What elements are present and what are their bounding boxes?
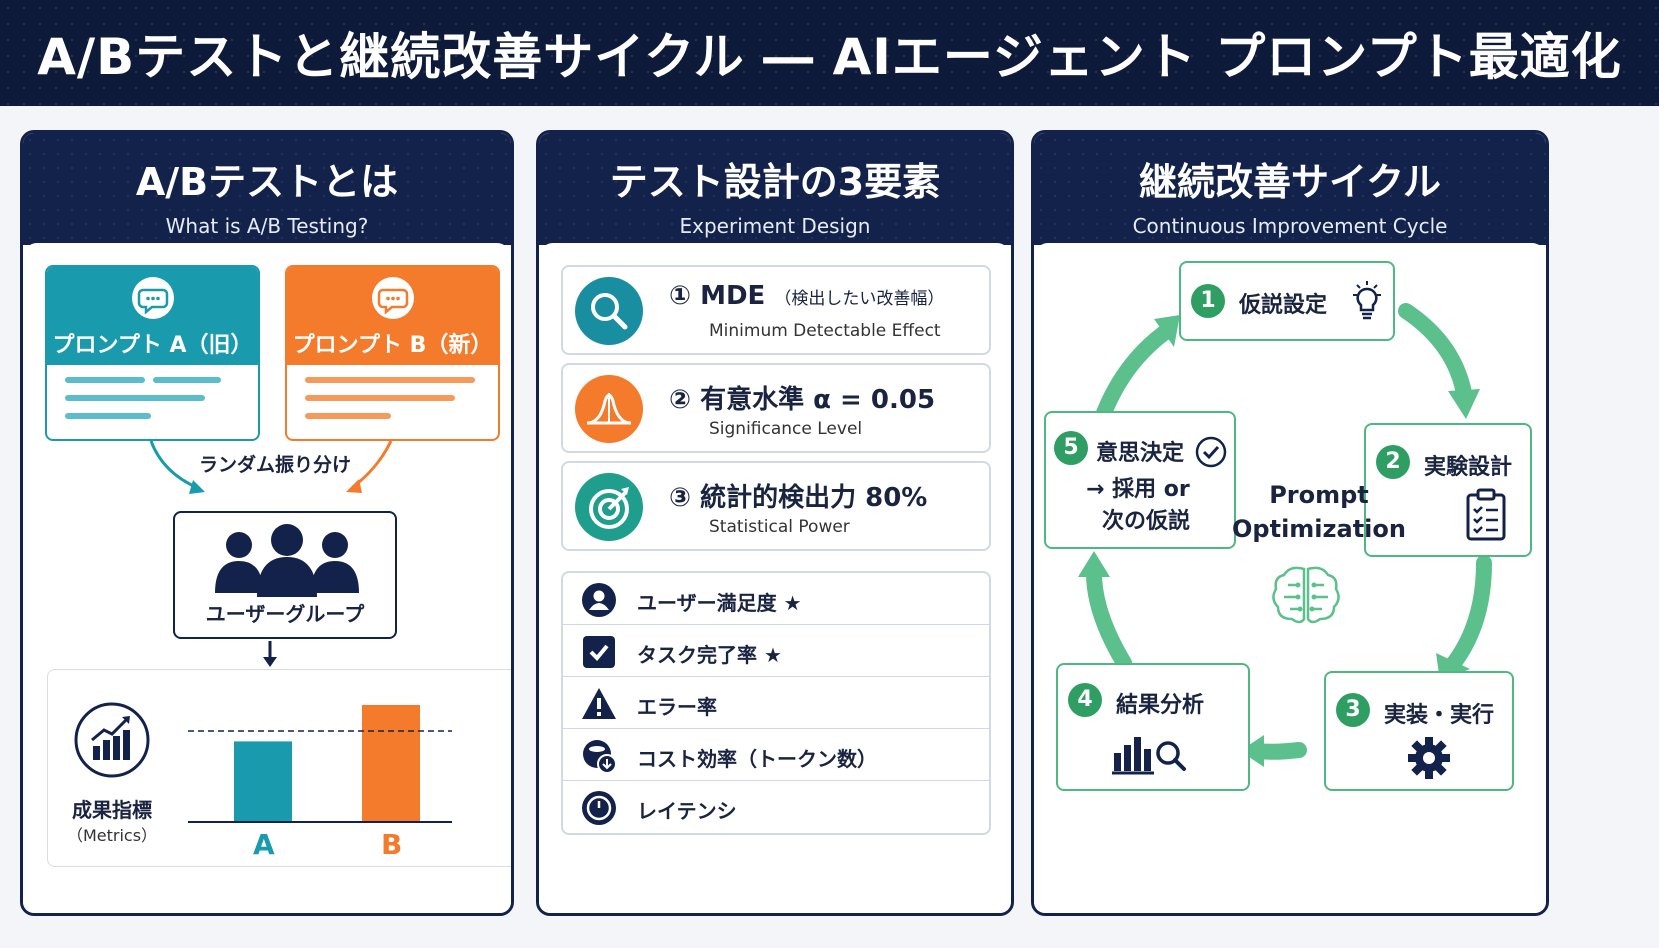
metric-label: エラー率	[637, 695, 717, 719]
text-line	[305, 377, 475, 383]
element-subtitle: Statistical Power	[709, 517, 850, 537]
coins-icon	[583, 740, 617, 774]
step-detail: → 採用 or	[1086, 477, 1190, 502]
growth-chart-icon	[74, 702, 150, 778]
users-icon	[215, 524, 359, 597]
gear-icon	[1408, 737, 1450, 779]
panel-header: テスト設計の3要素 Experiment Design	[539, 133, 1011, 245]
list-item: コスト効率（トークン数）	[563, 729, 989, 781]
metric-label: ユーザー満足度 ★	[637, 591, 802, 615]
user-icon	[582, 583, 616, 617]
element-card-alpha: ② 有意水準 α = 0.05 Significance Level	[561, 363, 991, 453]
panel-ab-testing: A/Bテストとは What is A/B Testing? プロンプト A（旧）…	[20, 130, 514, 916]
step-number: 4	[1068, 683, 1102, 717]
prompt-b-card: プロンプト B（新）	[285, 265, 500, 441]
center-label: Prompt Optimization	[1232, 481, 1406, 543]
step-label: 結果分析	[1116, 693, 1205, 718]
user-group-box: ユーザーグループ	[173, 511, 397, 639]
text-line	[153, 377, 221, 383]
ab-bar-chart	[188, 705, 452, 823]
step-label: 実験設計	[1424, 455, 1513, 480]
list-item: ユーザー満足度 ★	[563, 573, 989, 625]
step-label: 実装・実行	[1384, 703, 1495, 728]
page-title: A/Bテストと継続改善サイクル ― AIエージェント プロンプト最適化	[37, 28, 1622, 86]
step-number: 5	[1054, 431, 1088, 465]
search-icon	[575, 277, 643, 345]
clipboard-icon	[1466, 488, 1506, 541]
panel-header: 継続改善サイクル Continuous Improvement Cycle	[1034, 133, 1546, 245]
panel-body: プロンプト A（旧） プロンプト B（新）	[23, 243, 511, 913]
step-decision: 5 意思決定 → 採用 or 次の仮説	[1044, 411, 1236, 549]
prompt-a-card: プロンプト A（旧）	[45, 265, 260, 441]
step-number: 3	[1336, 693, 1370, 727]
panel-improvement-cycle: 継続改善サイクル Continuous Improvement Cycle 1	[1031, 130, 1549, 916]
bell-curve-icon	[575, 375, 643, 443]
analysis-icon	[1112, 737, 1186, 775]
clock-icon	[582, 791, 616, 825]
panel-subtitle: Continuous Improvement Cycle	[1132, 214, 1448, 238]
element-title: ① MDE （検出したい改善幅）	[669, 281, 945, 311]
metrics-box: 成果指標 （Metrics） A B	[47, 669, 511, 867]
header-bar: A/Bテストと継続改善サイクル ― AIエージェント プロンプト最適化	[0, 0, 1659, 106]
panel-experiment-design: テスト設計の3要素 Experiment Design ① MDE （検出したい…	[536, 130, 1014, 916]
element-card-mde: ① MDE （検出したい改善幅） Minimum Detectable Effe…	[561, 265, 991, 355]
target-icon	[575, 473, 643, 541]
step-implementation: 3 実装・実行	[1324, 671, 1514, 791]
text-line	[305, 413, 391, 419]
list-item: タスク完了率 ★	[563, 625, 989, 677]
panel-body: 1 仮説設定 2 実験設計 3 実装・実行	[1034, 243, 1546, 913]
element-subtitle: Minimum Detectable Effect	[709, 321, 941, 341]
bar-a	[234, 741, 292, 822]
random-split-label: ランダム振り分け	[199, 454, 352, 476]
element-card-power: ③ 統計的検出力 80% Statistical Power	[561, 461, 991, 551]
chat-bubble-icon	[371, 277, 414, 319]
prompt-b-label: プロンプト B（新）	[292, 333, 493, 358]
metric-label: レイテンシ	[637, 799, 737, 823]
element-title: ③ 統計的検出力 80%	[669, 483, 928, 513]
prompt-a-label: プロンプト A（旧）	[52, 333, 253, 358]
step-hypothesis: 1 仮説設定	[1179, 261, 1395, 341]
user-group-label: ユーザーグループ	[205, 602, 365, 626]
step-detail: 次の仮説	[1102, 509, 1191, 534]
text-line	[65, 413, 151, 419]
brain-icon	[1272, 566, 1340, 624]
panel-title: テスト設計の3要素	[609, 160, 941, 204]
split-arrows	[149, 440, 393, 667]
panel-body: ① MDE （検出したい改善幅） Minimum Detectable Effe…	[539, 243, 1011, 913]
step-analysis: 4 結果分析	[1056, 663, 1250, 791]
chat-bubble-icon	[131, 277, 174, 319]
panel-title: A/Bテストとは	[135, 160, 399, 204]
panel-subtitle: Experiment Design	[679, 214, 871, 238]
metrics-sublabel: （Metrics）	[66, 826, 158, 845]
panel-title: 継続改善サイクル	[1138, 160, 1442, 204]
element-title: ② 有意水準 α = 0.05	[669, 385, 936, 415]
step-number: 1	[1191, 284, 1225, 318]
metric-label: タスク完了率 ★	[637, 643, 782, 667]
lightbulb-icon	[1353, 281, 1381, 320]
step-label: 仮説設定	[1239, 293, 1328, 318]
text-line	[305, 395, 455, 401]
text-line	[65, 395, 205, 401]
bar-label-a: A	[253, 828, 275, 861]
list-item: エラー率	[563, 677, 989, 729]
step-design: 2 実験設計	[1364, 423, 1532, 557]
checkbox-icon	[583, 636, 615, 668]
prompt-b-header: プロンプト B（新）	[287, 267, 498, 365]
panel-header: A/Bテストとは What is A/B Testing?	[23, 133, 511, 245]
bar-b	[362, 705, 420, 822]
list-item: レイテンシ	[563, 781, 989, 833]
step-number: 2	[1376, 445, 1410, 479]
warning-icon	[582, 688, 616, 719]
text-line	[65, 377, 145, 383]
metrics-label: 成果指標	[72, 798, 152, 822]
check-circle-icon	[1195, 436, 1227, 468]
metrics-list: ユーザー満足度 ★ タスク完了率 ★ エラー率 コスト効率（トークン数） レイテ…	[561, 571, 991, 835]
panel-subtitle: What is A/B Testing?	[165, 214, 369, 238]
prompt-a-header: プロンプト A（旧）	[47, 267, 258, 365]
element-subtitle: Significance Level	[709, 419, 863, 439]
bar-label-b: B	[381, 828, 403, 861]
metric-label: コスト効率（トークン数）	[637, 747, 877, 771]
step-label: 意思決定	[1096, 441, 1185, 466]
